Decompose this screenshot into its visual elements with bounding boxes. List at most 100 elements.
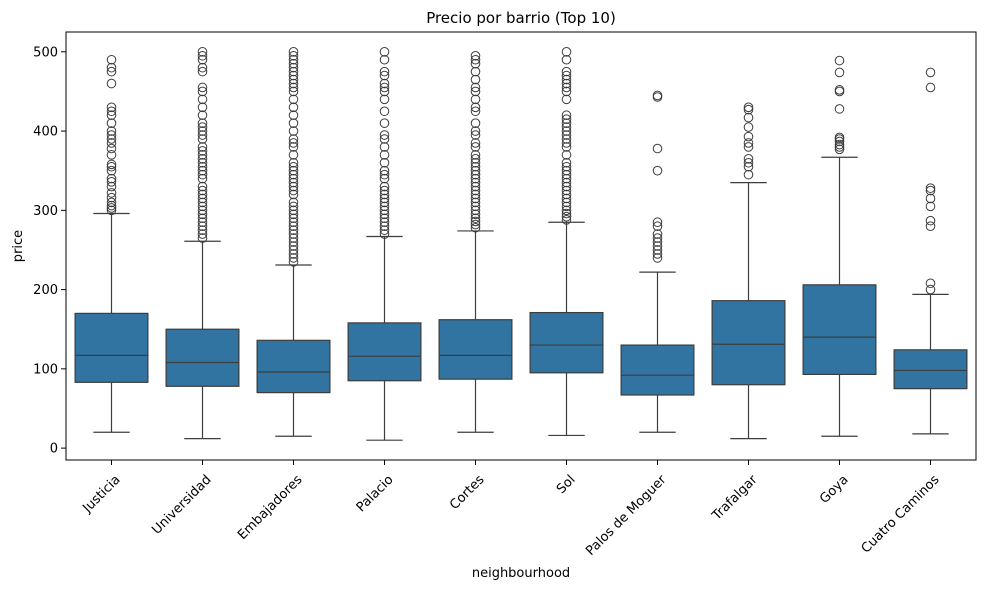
outlier-point <box>743 154 754 164</box>
outlier-point <box>561 122 572 132</box>
outlier-point <box>470 205 481 216</box>
outlier-point <box>197 62 208 73</box>
outlier-point <box>288 189 299 200</box>
box-group-justicia <box>74 54 149 433</box>
outlier-point <box>379 134 390 144</box>
outlier-point <box>652 241 663 251</box>
outlier-point <box>743 157 754 168</box>
outlier-point <box>106 118 117 128</box>
outlier-point <box>834 139 845 150</box>
iqr-box <box>438 319 513 380</box>
outlier-point <box>197 213 208 224</box>
outlier-point <box>652 253 663 263</box>
outlier-point <box>834 142 845 152</box>
outlier-point <box>197 173 208 184</box>
outlier-point <box>561 173 572 184</box>
outlier-point <box>197 154 208 164</box>
outlier-point <box>288 217 299 228</box>
iqr-box <box>74 312 149 383</box>
outlier-point <box>743 169 754 180</box>
outlier-point <box>561 165 572 176</box>
outlier-point <box>106 150 117 160</box>
outlier-point <box>470 130 481 140</box>
outlier-point <box>470 169 481 180</box>
outlier-point <box>561 94 572 105</box>
outlier-point <box>379 213 390 224</box>
outlier-point <box>106 78 117 89</box>
outlier-point <box>561 74 572 85</box>
outlier-point <box>470 142 481 152</box>
outlier-point <box>925 193 936 204</box>
outlier-point <box>288 241 299 251</box>
outlier-point <box>106 197 117 208</box>
outlier-point <box>288 221 299 231</box>
outlier-point <box>288 185 299 196</box>
outlier-point <box>834 136 845 147</box>
outlier-point <box>197 221 208 231</box>
outlier-point <box>470 50 481 61</box>
outlier-point <box>379 205 390 216</box>
iqr-box <box>529 311 604 374</box>
outlier-point <box>197 165 208 176</box>
plot-frame <box>65 31 977 461</box>
outlier-point <box>288 213 299 224</box>
outlier-point <box>561 197 572 208</box>
outlier-point <box>561 138 572 148</box>
outlier-point <box>379 217 390 228</box>
outlier-point <box>652 229 663 239</box>
outlier-point <box>288 233 299 243</box>
outlier-point <box>197 193 208 204</box>
outlier-point <box>470 58 481 69</box>
y-tick-label: 500 <box>33 45 58 60</box>
y-tick-label: 400 <box>33 125 58 140</box>
iqr-box <box>893 349 968 390</box>
box-group-cortes <box>438 50 513 433</box>
outlier-point <box>470 219 481 230</box>
outlier-point <box>288 177 299 188</box>
outlier-point <box>197 201 208 212</box>
outlier-point <box>561 114 572 124</box>
outlier-point <box>106 165 117 176</box>
x-tick-label: Trafalgar <box>709 472 761 524</box>
outlier-point <box>925 67 936 78</box>
outlier-point <box>197 189 208 200</box>
outlier-point <box>288 142 299 152</box>
y-tick-label: 0 <box>50 442 58 457</box>
outlier-point <box>288 138 299 148</box>
iqr-box <box>347 322 422 382</box>
outlier-point <box>925 284 936 295</box>
outlier-point <box>288 134 299 144</box>
outlier-point <box>197 142 208 152</box>
outlier-point <box>197 118 208 128</box>
outlier-point <box>106 143 117 154</box>
outlier-point <box>470 189 481 200</box>
outlier-point <box>470 193 481 204</box>
outlier-point <box>197 54 208 65</box>
outlier-point <box>379 106 390 117</box>
box-group-universidad <box>165 47 240 440</box>
outlier-point <box>106 188 117 198</box>
x-axis-label: neighbourhood <box>472 566 570 581</box>
outlier-point <box>834 144 845 155</box>
outlier-point <box>379 221 390 231</box>
outlier-point <box>470 102 481 113</box>
outlier-point <box>197 197 208 208</box>
outlier-point <box>379 193 390 204</box>
outlier-point <box>288 169 299 180</box>
outlier-point <box>561 208 572 219</box>
outlier-point <box>288 237 299 247</box>
outlier-point <box>925 278 936 289</box>
outlier-point <box>197 233 208 243</box>
outlier-point <box>470 138 481 148</box>
outlier-point <box>379 229 390 239</box>
outlier-point <box>470 54 481 65</box>
x-tick-label: Sol <box>554 472 579 497</box>
outlier-point <box>379 181 390 192</box>
outlier-point <box>288 173 299 184</box>
outlier-point <box>561 126 572 136</box>
outlier-point <box>288 257 299 267</box>
outlier-point <box>379 54 390 65</box>
outlier-point <box>379 150 390 160</box>
outlier-point <box>470 150 481 160</box>
outlier-point <box>288 205 299 216</box>
